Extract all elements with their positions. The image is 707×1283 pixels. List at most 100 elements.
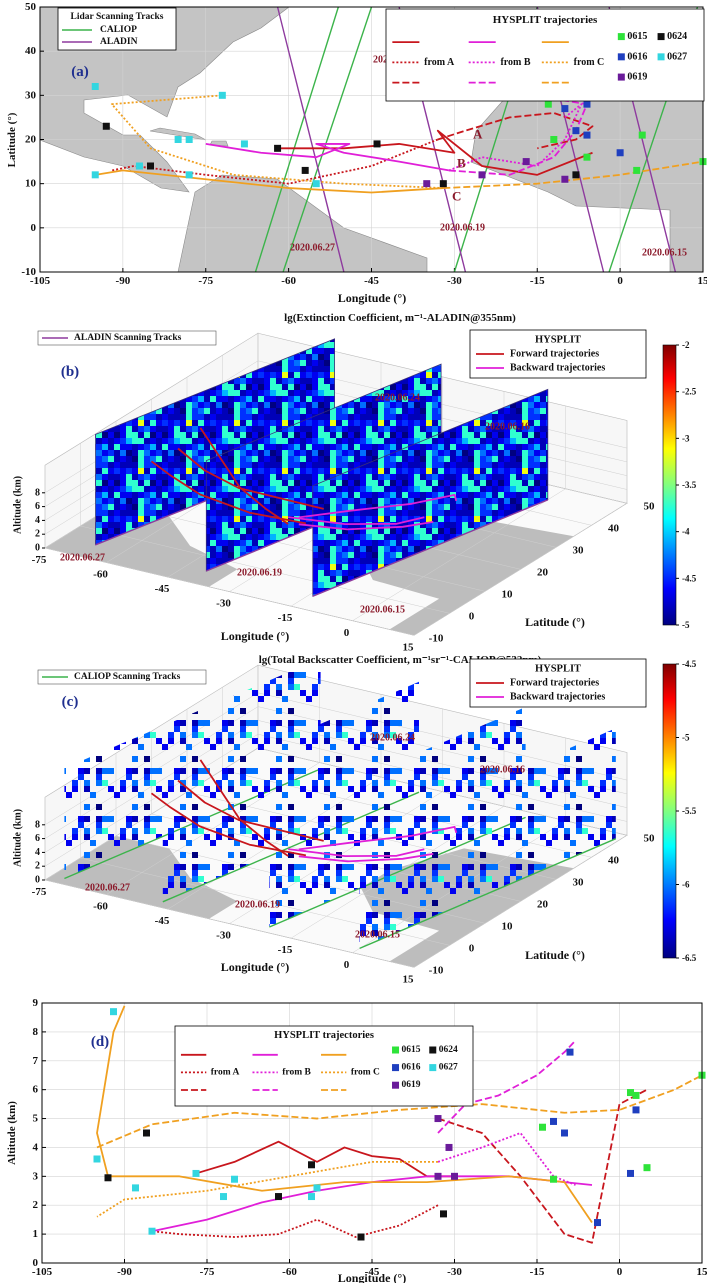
date-marker	[550, 1175, 557, 1183]
legend-box	[385, 8, 705, 102]
trajectory	[199, 427, 289, 525]
legend-label: from A	[424, 57, 455, 68]
colorbar-tick-label: -5.5	[682, 806, 697, 816]
y-tick-label: 50	[25, 1, 37, 13]
date-marker	[643, 1164, 651, 1172]
legend-marker	[392, 1046, 400, 1054]
z-tick-label: 2	[35, 861, 40, 872]
x-tick-label: 0	[617, 275, 623, 287]
x-tick-label: -60	[281, 275, 296, 287]
legend-title: CALIOP Scanning Tracks	[74, 672, 181, 682]
legend-label: from C	[574, 57, 605, 68]
date-marker	[638, 131, 646, 139]
x-tick-label: 0	[344, 959, 350, 971]
x-tick-label: -15	[530, 1266, 545, 1278]
trajectory	[111, 138, 439, 185]
date-marker	[594, 1219, 601, 1227]
curtain	[359, 728, 616, 949]
date-marker	[102, 122, 110, 130]
legend-label: 0616	[402, 1063, 421, 1073]
x-tick-label: -60	[93, 569, 108, 581]
x-tick-label: -90	[117, 1266, 132, 1278]
date-marker	[91, 83, 99, 90]
x-axis-label: Longitude (°)	[221, 960, 289, 974]
y-tick-label: 4	[33, 1141, 39, 1153]
scan-track	[254, 6, 340, 273]
date-marker	[445, 1143, 453, 1151]
date-marker	[561, 1129, 568, 1137]
date-marker	[240, 140, 248, 148]
trajectory	[199, 759, 289, 857]
annotation: 2020.06.16	[480, 765, 525, 776]
date-marker	[110, 1008, 117, 1016]
scan-track	[276, 6, 345, 273]
date-marker	[91, 171, 99, 179]
annotation: 2020.06.27	[85, 883, 130, 894]
y-tick-label: 30	[573, 544, 585, 556]
trajectory	[298, 826, 458, 851]
y-tick-label: 10	[502, 920, 514, 932]
date-marker	[627, 1089, 634, 1097]
legend-marker	[392, 1064, 400, 1072]
x-tick-label: -105	[30, 275, 51, 287]
date-marker	[627, 1169, 634, 1177]
x-tick-label: -75	[198, 275, 213, 287]
date-marker	[439, 180, 447, 188]
scan-track	[312, 499, 549, 597]
colorbar	[662, 663, 677, 959]
legend-label: 0615	[627, 31, 647, 42]
colorbar-tick-label: -6.5	[682, 953, 697, 963]
date-marker	[301, 166, 309, 174]
legend-marker	[617, 73, 625, 81]
legend-label: from B	[500, 57, 530, 68]
trajectory	[205, 143, 450, 172]
trajectory	[288, 848, 425, 857]
legend-box	[174, 1025, 474, 1107]
date-marker	[632, 1106, 640, 1114]
colorbar-tick-label: -2	[682, 340, 690, 350]
annotation: 2020.06.19	[440, 223, 485, 234]
x-tick-label: 15	[403, 641, 415, 653]
date-marker	[423, 180, 431, 188]
y-axis-label: Altitude (km)	[6, 1101, 18, 1165]
trajectory	[277, 129, 593, 176]
y-axis-label: Latitude (°)	[525, 615, 585, 629]
y-tick-label: 20	[25, 134, 37, 146]
land	[45, 504, 238, 587]
trajectory	[96, 1074, 703, 1149]
legend-label: ALADIN	[100, 37, 138, 47]
legend-label: Forward trajectories	[510, 349, 599, 360]
date-marker	[440, 1210, 447, 1218]
annotation: A	[473, 127, 483, 142]
y-tick-label: -10	[429, 632, 444, 644]
panel-label: (b)	[61, 364, 79, 380]
x-tick-label: -90	[116, 275, 131, 287]
y-tick-label: 0	[469, 610, 475, 622]
y-tick-label: 1	[33, 1228, 39, 1240]
x-tick-label: -30	[447, 275, 462, 287]
z-axis-label: Altitude (km)	[13, 809, 24, 867]
date-marker	[522, 158, 530, 166]
date-marker	[275, 1193, 282, 1201]
y-axis-label: Latitude (°)	[6, 112, 18, 167]
date-marker	[616, 149, 624, 157]
legend-label: 0627	[667, 51, 687, 62]
plot-frame	[39, 6, 704, 273]
date-marker	[185, 171, 193, 179]
y-tick-label: 10	[25, 178, 37, 190]
trajectory	[437, 1088, 648, 1244]
legend-title: HYSPLIT trajectories	[274, 1030, 374, 1041]
legend-marker	[657, 53, 665, 61]
y-tick-label: 0	[33, 1257, 39, 1269]
y-tick-label: 0	[469, 942, 475, 954]
x-tick-label: -45	[155, 583, 170, 595]
date-marker	[357, 1233, 365, 1241]
legend-title: HYSPLIT	[535, 335, 581, 346]
y-tick-label: -10	[21, 266, 36, 278]
date-marker	[572, 171, 580, 179]
trajectory	[298, 853, 434, 863]
trajectory	[437, 112, 594, 150]
legend-marker	[429, 1064, 437, 1072]
chart-title: lg(Extinction Coefficient, m⁻¹-ALADIN@35…	[284, 312, 516, 324]
x-tick-label: -105	[32, 1266, 53, 1278]
